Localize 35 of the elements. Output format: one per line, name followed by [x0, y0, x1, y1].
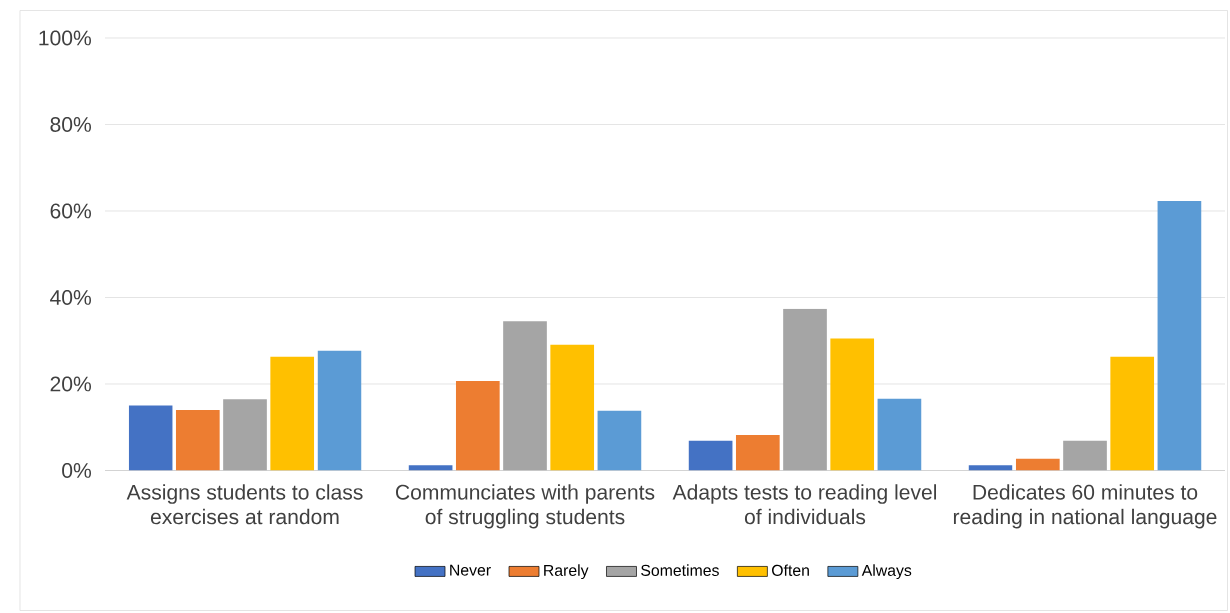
- x-tick-label: Communciates with parents of struggling students: [395, 484, 655, 529]
- bar: [455, 380, 500, 471]
- y-tick-label: 100%: [39, 30, 92, 46]
- legend-label: Never: [450, 564, 491, 576]
- bar: [1063, 440, 1107, 471]
- x-tick-label: Dedicates 60 minutes to reading in national language: [953, 484, 1217, 529]
- bar: [688, 440, 733, 471]
- bar: [128, 405, 173, 471]
- legend-label: Always: [861, 564, 912, 580]
- legend-label: Often: [772, 564, 809, 576]
- bar: [550, 344, 595, 471]
- bar: [968, 465, 1013, 471]
- bar: [317, 350, 362, 471]
- legend-label: Sometimes: [641, 564, 719, 576]
- y-tick-label: 80%: [50, 117, 92, 132]
- y-tick-label: 40%: [50, 290, 92, 305]
- x-tick-label: Adapts tests to reading level of individuals: [672, 484, 937, 525]
- bar: [830, 338, 875, 471]
- bar: [503, 321, 547, 471]
- legend-label: Rarely: [544, 564, 589, 580]
- bar: [1110, 356, 1155, 471]
- bar: [735, 435, 780, 471]
- bar: [597, 410, 642, 471]
- y-tick-label: 20%: [50, 376, 92, 392]
- bar: [223, 399, 267, 471]
- bar: [270, 356, 315, 471]
- bar: [877, 398, 922, 471]
- bar: [783, 308, 827, 471]
- bar: [1015, 458, 1060, 471]
- y-tick-label: 60%: [50, 203, 92, 219]
- bar: [175, 409, 220, 471]
- x-tick-label: Assigns students to class exercises at random: [126, 484, 363, 525]
- y-tick-label: 0%: [62, 463, 92, 478]
- bar: [408, 465, 453, 471]
- bar: [1157, 201, 1202, 471]
